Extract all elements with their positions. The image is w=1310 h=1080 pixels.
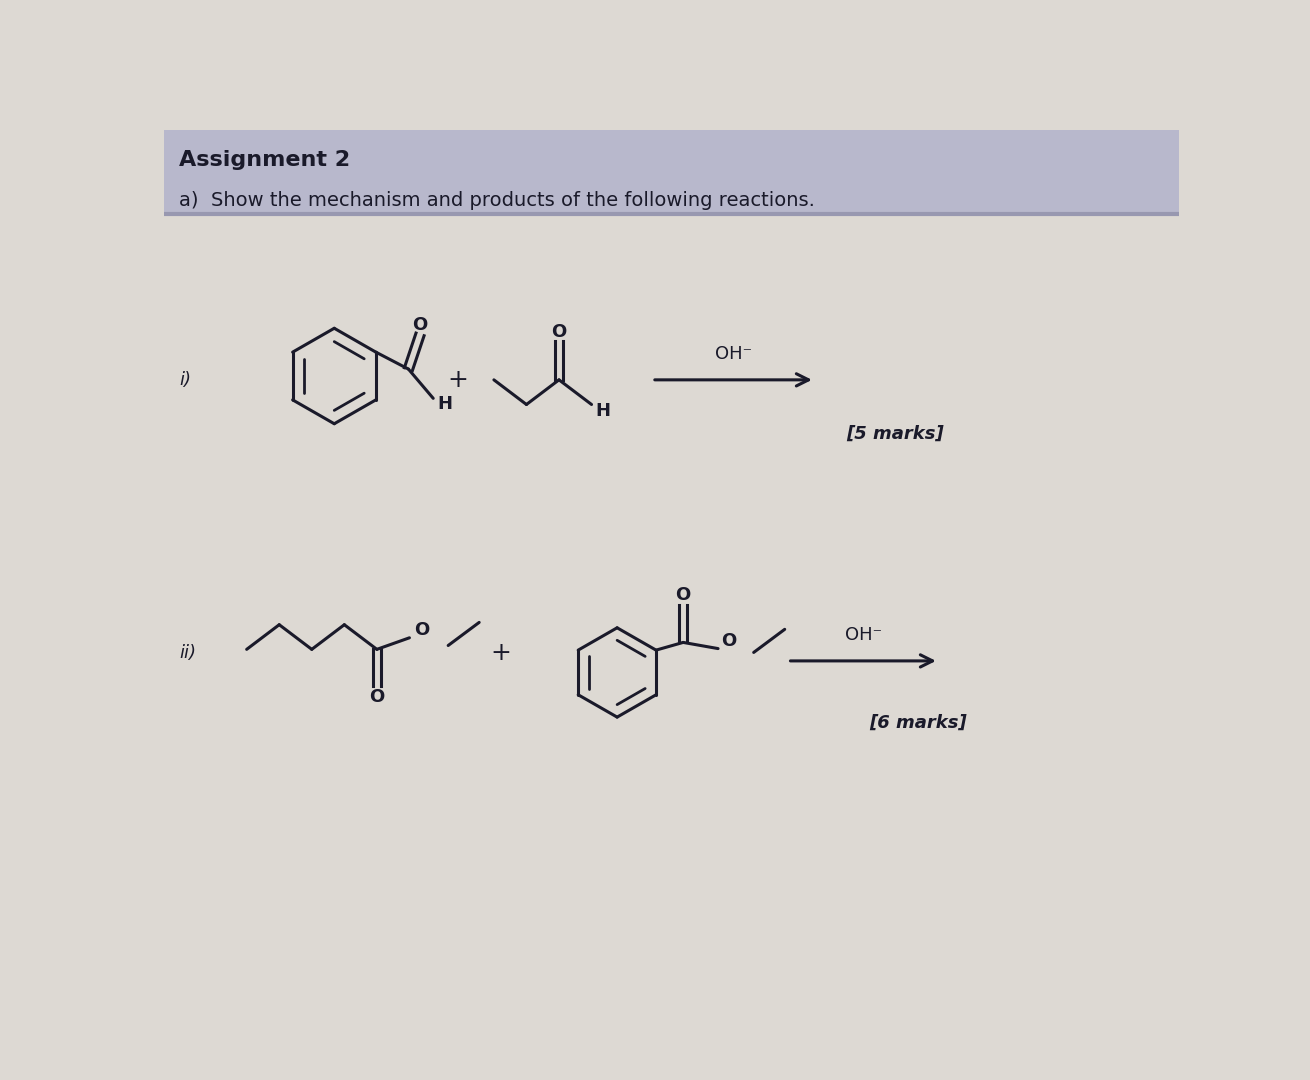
Bar — [164, 130, 1179, 214]
Text: Assignment 2: Assignment 2 — [179, 150, 350, 171]
Text: OH⁻: OH⁻ — [845, 626, 882, 644]
Text: i): i) — [179, 370, 191, 389]
Text: O: O — [413, 316, 427, 334]
Text: O: O — [369, 688, 385, 706]
Text: H: H — [596, 402, 610, 420]
Text: [6 marks]: [6 marks] — [869, 714, 967, 731]
Text: ii): ii) — [179, 644, 196, 662]
Text: H: H — [438, 395, 452, 414]
Text: O: O — [552, 323, 567, 341]
Text: +: + — [448, 368, 469, 392]
Text: O: O — [414, 621, 430, 639]
Text: a)  Show the mechanism and products of the following reactions.: a) Show the mechanism and products of th… — [179, 191, 815, 210]
Text: +: + — [490, 642, 511, 665]
Text: [5 marks]: [5 marks] — [846, 424, 943, 443]
Text: O: O — [721, 632, 736, 650]
Text: OH⁻: OH⁻ — [715, 345, 752, 363]
Text: O: O — [676, 586, 690, 605]
